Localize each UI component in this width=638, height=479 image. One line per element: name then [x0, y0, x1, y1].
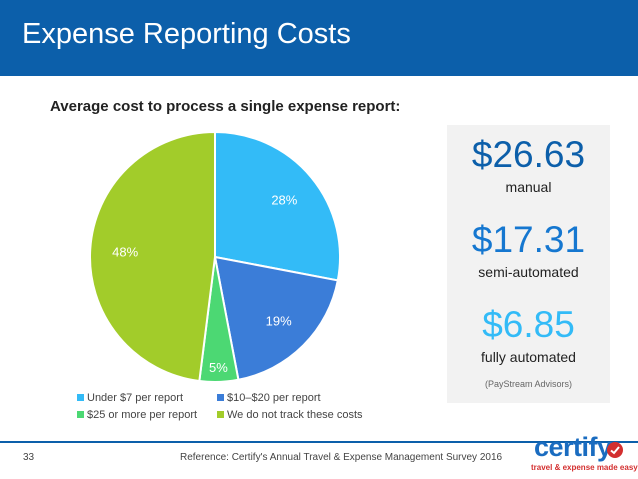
stat-value: $17.31: [471, 219, 586, 260]
title-bar: Expense Reporting Costs: [0, 0, 638, 76]
page-number: 33: [23, 452, 35, 463]
legend-item-25-plus: $25 or more per report: [77, 409, 197, 421]
legend-label: $10–$20 per report: [227, 392, 321, 404]
slice-under-7: [214, 130, 341, 282]
legend-swatch: [77, 394, 84, 401]
slice-label: 28%: [271, 193, 297, 208]
slice-label: 48%: [112, 244, 138, 259]
footer-divider: [0, 441, 638, 443]
legend-swatch: [217, 411, 224, 418]
legend-swatch: [77, 411, 84, 418]
legend-swatch: [217, 394, 224, 401]
legend-label: Under $7 per report: [87, 392, 183, 404]
stat-value: $6.85: [482, 304, 575, 345]
chart-title: Average cost to process a single expense…: [50, 98, 401, 115]
pie-chart: 28% 19% 5% 48%: [89, 130, 341, 383]
logo-tagline: travel & expense made easy: [531, 463, 638, 472]
logo-wordmark: certify: [534, 432, 612, 462]
page-title: Expense Reporting Costs: [22, 18, 351, 50]
stat-value: $26.63: [471, 134, 586, 175]
legend-item-not-tracked: We do not track these costs: [217, 409, 363, 421]
certify-logo: certify travel & expense made easy: [530, 432, 638, 476]
slice-10-20: [213, 255, 339, 381]
legend-label: $25 or more per report: [87, 409, 198, 421]
stat-fully-automated: $6.85 fully automated: [447, 304, 610, 366]
cost-stats-panel: $26.63 manual $17.31 semi-automated $6.8…: [447, 125, 610, 403]
checkmark-icon: [607, 442, 623, 458]
legend-item-under-7: Under $7 per report: [77, 392, 183, 404]
slice-label: 19%: [266, 314, 292, 329]
stat-label: semi-automated: [478, 264, 579, 280]
stat-semi-automated: $17.31 semi-automated: [447, 219, 610, 281]
legend-item-10-20: $10–$20 per report: [217, 392, 321, 404]
source-note: (PayStream Advisors): [484, 379, 573, 389]
stat-label: manual: [505, 179, 552, 195]
slice-not-tracked: [89, 130, 216, 383]
slice-label: 5%: [209, 360, 228, 375]
reference-note: Reference: Certify's Annual Travel & Exp…: [180, 452, 503, 463]
stat-label: fully automated: [481, 349, 576, 365]
stat-manual: $26.63 manual: [447, 134, 610, 196]
legend-label: We do not track these costs: [227, 409, 363, 421]
